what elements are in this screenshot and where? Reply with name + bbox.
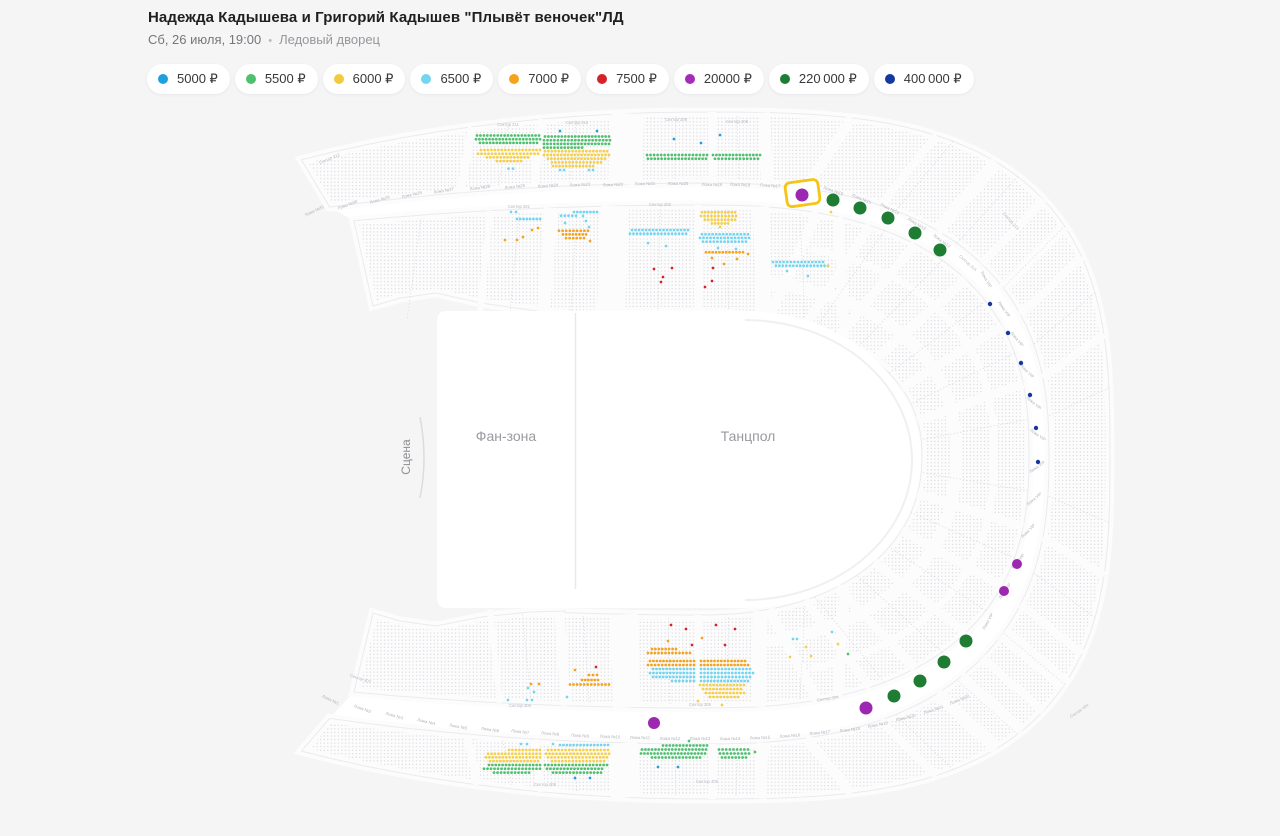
svg-text:Ложа №27: Ложа №27 bbox=[433, 186, 455, 195]
svg-text:Ложа №21: Ложа №21 bbox=[923, 704, 945, 715]
svg-text:Ложа №22: Ложа №22 bbox=[603, 182, 624, 188]
svg-text:Ложа №19: Ложа №19 bbox=[867, 720, 889, 729]
svg-text:Сектор 406: Сектор 406 bbox=[534, 782, 557, 787]
svg-text:Ложа №11: Ложа №11 bbox=[630, 735, 651, 740]
svg-text:Ложа №7: Ложа №7 bbox=[511, 728, 530, 735]
svg-text:Ложа №26: Ложа №26 bbox=[469, 184, 491, 192]
svg-text:Ложа №12: Ложа №12 bbox=[660, 736, 681, 741]
svg-text:Танцпол: Танцпол bbox=[721, 428, 776, 444]
svg-text:Сектор 208: Сектор 208 bbox=[726, 119, 749, 124]
svg-text:Ложа №28: Ложа №28 bbox=[401, 190, 423, 200]
svg-text:Ложа №16: Ложа №16 bbox=[823, 185, 845, 196]
svg-text:Ложа №23: Ложа №23 bbox=[570, 181, 591, 187]
svg-text:Сектор 405: Сектор 405 bbox=[696, 779, 719, 784]
svg-text:Сектор 306: Сектор 306 bbox=[509, 703, 532, 708]
svg-text:Сектор 211: Сектор 211 bbox=[497, 122, 519, 127]
svg-text:Сектор 210: Сектор 210 bbox=[566, 120, 589, 125]
svg-text:Ложа №18: Ложа №18 bbox=[839, 726, 861, 734]
svg-text:Ложа №6: Ложа №6 bbox=[481, 726, 500, 734]
svg-text:Ложа №17: Ложа №17 bbox=[809, 729, 831, 736]
svg-text:Ложа №20: Ложа №20 bbox=[895, 712, 917, 722]
svg-text:Сектор 305: Сектор 305 bbox=[689, 702, 712, 707]
svg-text:Ложа №19: Ложа №19 bbox=[702, 182, 723, 187]
svg-text:Ложа №29: Ложа №29 bbox=[369, 194, 391, 205]
svg-text:Ложа №16: Ложа №16 bbox=[780, 732, 801, 738]
svg-text:Ложа №25: Ложа №25 bbox=[504, 183, 526, 190]
svg-text:Ложа №30: Ложа №30 bbox=[337, 199, 359, 211]
svg-text:Сектор 307: Сектор 307 bbox=[349, 673, 372, 685]
svg-text:Ложа №20: Ложа №20 bbox=[668, 181, 689, 186]
svg-text:Фан-зона: Фан-зона bbox=[476, 428, 537, 444]
svg-text:Ложа №3: Ложа №3 bbox=[385, 711, 404, 721]
svg-text:Ложа №10: Ложа №10 bbox=[600, 734, 621, 740]
svg-text:Ложа №24: Ложа №24 bbox=[538, 182, 559, 188]
svg-text:Сектор 202: Сектор 202 bbox=[649, 202, 672, 207]
svg-text:Ложа №9: Ложа №9 bbox=[571, 733, 590, 739]
svg-text:Сектор 201: Сектор 201 bbox=[508, 204, 531, 209]
svg-text:Ложа №15: Ложа №15 bbox=[750, 735, 771, 741]
svg-text:Ложа №2: Ложа №2 bbox=[353, 703, 372, 714]
svg-text:Сцена: Сцена bbox=[399, 439, 413, 475]
svg-text:Ложа №4: Ложа №4 bbox=[417, 717, 436, 726]
svg-text:Сектор 304: Сектор 304 bbox=[817, 694, 840, 702]
svg-text:Ложа №14: Ложа №14 bbox=[720, 736, 741, 741]
svg-text:Ложа №5: Ложа №5 bbox=[449, 722, 468, 730]
svg-text:Ложа №8: Ложа №8 bbox=[541, 730, 560, 736]
svg-text:Ложа №17: Ложа №17 bbox=[760, 182, 781, 188]
svg-text:Ложа №13: Ложа №13 bbox=[690, 736, 711, 741]
svg-text:Сектор 209: Сектор 209 bbox=[665, 117, 688, 122]
svg-text:Ложа №18: Ложа №18 bbox=[730, 182, 751, 188]
svg-text:Ложа №21: Ложа №21 bbox=[635, 181, 656, 186]
